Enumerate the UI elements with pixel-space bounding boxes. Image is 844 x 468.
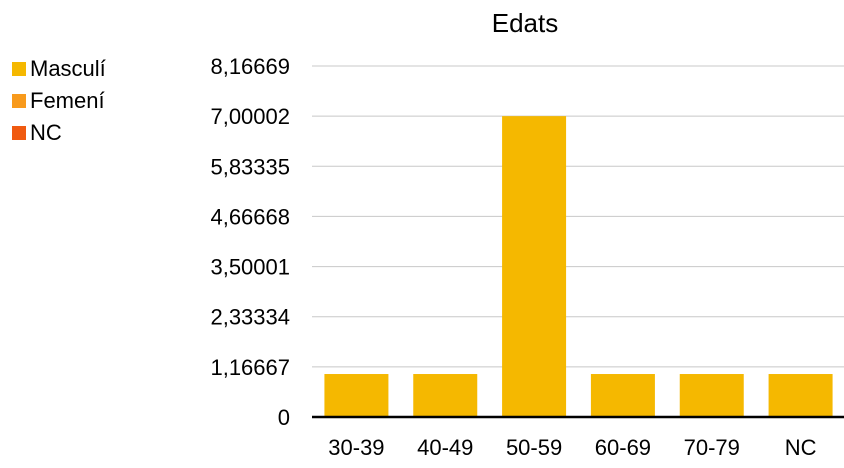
legend-label: Femení	[30, 88, 105, 113]
legend-label: Masculí	[30, 56, 106, 81]
bar-nc-1	[768, 374, 833, 417]
y-tick-label: 4,66668	[210, 204, 290, 229]
gridlines	[312, 65, 844, 368]
legend-label: NC	[30, 120, 62, 145]
x-axis-ticks: 30-39 40-49 50-59 60-69 70-79 NC	[328, 435, 816, 460]
legend-swatch	[12, 94, 26, 108]
y-tick-label: 8,16669	[210, 54, 290, 79]
x-tick-label: 30-39	[328, 435, 384, 460]
y-tick-label: 0	[278, 405, 290, 430]
x-tick-label: NC	[785, 435, 817, 460]
y-axis-ticks: 0 1,16667 2,33334 3,50001 4,66668 5,83335 7,00…	[210, 54, 290, 430]
chart-title: Edats	[492, 8, 559, 38]
y-tick-label: 7,00002	[210, 104, 290, 129]
bar-40-49-1	[413, 374, 478, 417]
legend: Masculí Femení NC	[12, 56, 106, 145]
x-tick-label: 60-69	[595, 435, 651, 460]
bar-70-79-1	[679, 374, 744, 417]
x-tick-label: 70-79	[684, 435, 740, 460]
bar-30-39-1	[324, 374, 389, 417]
bars	[324, 116, 833, 418]
bar-50-59-1	[502, 116, 567, 418]
y-tick-label: 3,50001	[210, 255, 290, 280]
bar-60-69-1	[590, 374, 655, 417]
legend-swatch	[12, 62, 26, 76]
x-tick-label: 50-59	[506, 435, 562, 460]
y-tick-label: 2,33334	[210, 305, 290, 330]
y-tick-label: 1,16667	[210, 355, 290, 380]
y-tick-label: 5,83335	[210, 154, 290, 179]
legend-swatch	[12, 126, 26, 140]
x-tick-label: 40-49	[417, 435, 473, 460]
